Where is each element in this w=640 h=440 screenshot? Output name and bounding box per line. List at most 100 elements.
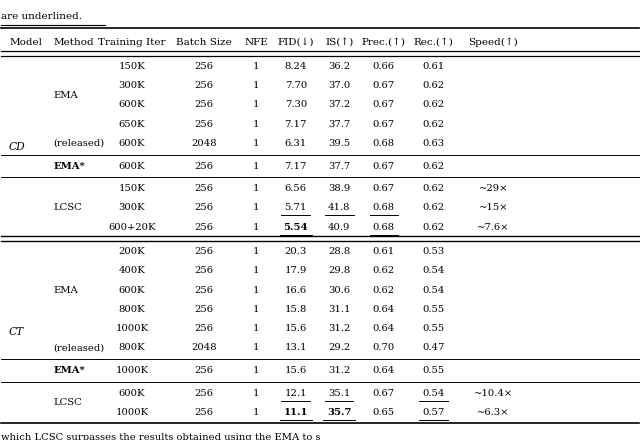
Text: 650K: 650K	[119, 120, 145, 128]
Text: 0.62: 0.62	[422, 100, 445, 110]
Text: 0.64: 0.64	[372, 366, 395, 375]
Text: are underlined.: are underlined.	[1, 11, 83, 21]
Text: 0.62: 0.62	[422, 161, 445, 171]
Text: Batch Size: Batch Size	[176, 38, 232, 47]
Text: 8.24: 8.24	[285, 62, 307, 71]
Text: 0.47: 0.47	[422, 344, 445, 352]
Text: 800K: 800K	[118, 305, 145, 314]
Text: 37.7: 37.7	[328, 161, 350, 171]
Text: 41.8: 41.8	[328, 203, 350, 213]
Text: 0.67: 0.67	[372, 81, 395, 90]
Text: 1: 1	[253, 286, 260, 294]
Text: 0.61: 0.61	[422, 62, 445, 71]
Text: 256: 256	[195, 266, 214, 275]
Text: 31.2: 31.2	[328, 324, 350, 333]
Text: 256: 256	[195, 161, 214, 171]
Text: 0.65: 0.65	[372, 408, 395, 417]
Text: 0.67: 0.67	[372, 161, 395, 171]
Text: IS(↑): IS(↑)	[325, 38, 353, 47]
Text: 0.55: 0.55	[422, 366, 445, 375]
Text: 1: 1	[253, 139, 260, 148]
Text: Speed(↑): Speed(↑)	[468, 38, 518, 47]
Text: ~6.3×: ~6.3×	[477, 408, 509, 417]
Text: 7.17: 7.17	[285, 161, 307, 171]
Text: 37.0: 37.0	[328, 81, 350, 90]
Text: 0.67: 0.67	[372, 120, 395, 128]
Text: EMA: EMA	[54, 286, 78, 294]
Text: 1: 1	[253, 389, 260, 398]
Text: ~15×: ~15×	[479, 203, 508, 213]
Text: 256: 256	[195, 120, 214, 128]
Text: 600K: 600K	[119, 100, 145, 110]
Text: 1: 1	[253, 324, 260, 333]
Text: 5.71: 5.71	[285, 203, 307, 213]
Text: 0.55: 0.55	[422, 324, 445, 333]
Text: 11.1: 11.1	[284, 408, 308, 417]
Text: 256: 256	[195, 305, 214, 314]
Text: 0.67: 0.67	[372, 389, 395, 398]
Text: 2048: 2048	[191, 139, 217, 148]
Text: 5.54: 5.54	[284, 223, 308, 232]
Text: CD: CD	[9, 142, 26, 152]
Text: 256: 256	[195, 184, 214, 193]
Text: 1000K: 1000K	[115, 366, 148, 375]
Text: Model: Model	[9, 38, 42, 47]
Text: 0.62: 0.62	[422, 81, 445, 90]
Text: 0.63: 0.63	[422, 139, 445, 148]
Text: 256: 256	[195, 81, 214, 90]
Text: 31.2: 31.2	[328, 366, 350, 375]
Text: 256: 256	[195, 408, 214, 417]
Text: 0.68: 0.68	[372, 223, 395, 232]
Text: 15.6: 15.6	[285, 324, 307, 333]
Text: 1: 1	[253, 81, 260, 90]
Text: 1: 1	[253, 161, 260, 171]
Text: ~10.4×: ~10.4×	[474, 389, 513, 398]
Text: EMA: EMA	[54, 91, 78, 100]
Text: 0.62: 0.62	[422, 203, 445, 213]
Text: 600K: 600K	[119, 389, 145, 398]
Text: 600K: 600K	[119, 139, 145, 148]
Text: 35.7: 35.7	[327, 408, 351, 417]
Text: 150K: 150K	[118, 62, 145, 71]
Text: 1000K: 1000K	[115, 324, 148, 333]
Text: 1: 1	[253, 344, 260, 352]
Text: 0.62: 0.62	[422, 223, 445, 232]
Text: 0.54: 0.54	[422, 266, 445, 275]
Text: 0.62: 0.62	[422, 184, 445, 193]
Text: 35.1: 35.1	[328, 389, 350, 398]
Text: 6.31: 6.31	[285, 139, 307, 148]
Text: 0.62: 0.62	[422, 120, 445, 128]
Text: 0.68: 0.68	[372, 203, 395, 213]
Text: 7.17: 7.17	[285, 120, 307, 128]
Text: 256: 256	[195, 366, 214, 375]
Text: 12.1: 12.1	[285, 389, 307, 398]
Text: 0.67: 0.67	[372, 184, 395, 193]
Text: 600K: 600K	[119, 286, 145, 294]
Text: 0.54: 0.54	[422, 286, 445, 294]
Text: NFE: NFE	[244, 38, 268, 47]
Text: 1: 1	[253, 100, 260, 110]
Text: 0.67: 0.67	[372, 100, 395, 110]
Text: 256: 256	[195, 324, 214, 333]
Text: (released): (released)	[54, 344, 105, 352]
Text: 1: 1	[253, 120, 260, 128]
Text: Rec.(↑): Rec.(↑)	[413, 38, 453, 47]
Text: 0.62: 0.62	[372, 286, 395, 294]
Text: 15.6: 15.6	[285, 366, 307, 375]
Text: EMA*: EMA*	[54, 161, 85, 171]
Text: 29.2: 29.2	[328, 344, 350, 352]
Text: 30.6: 30.6	[328, 286, 350, 294]
Text: 256: 256	[195, 223, 214, 232]
Text: 1: 1	[253, 62, 260, 71]
Text: 0.70: 0.70	[372, 344, 395, 352]
Text: ~29×: ~29×	[479, 184, 508, 193]
Text: 7.30: 7.30	[285, 100, 307, 110]
Text: 1: 1	[253, 247, 260, 256]
Text: 20.3: 20.3	[285, 247, 307, 256]
Text: 200K: 200K	[118, 247, 145, 256]
Text: (released): (released)	[54, 139, 105, 148]
Text: 600K: 600K	[119, 161, 145, 171]
Text: EMA*: EMA*	[54, 366, 85, 375]
Text: 1: 1	[253, 366, 260, 375]
Text: 15.8: 15.8	[285, 305, 307, 314]
